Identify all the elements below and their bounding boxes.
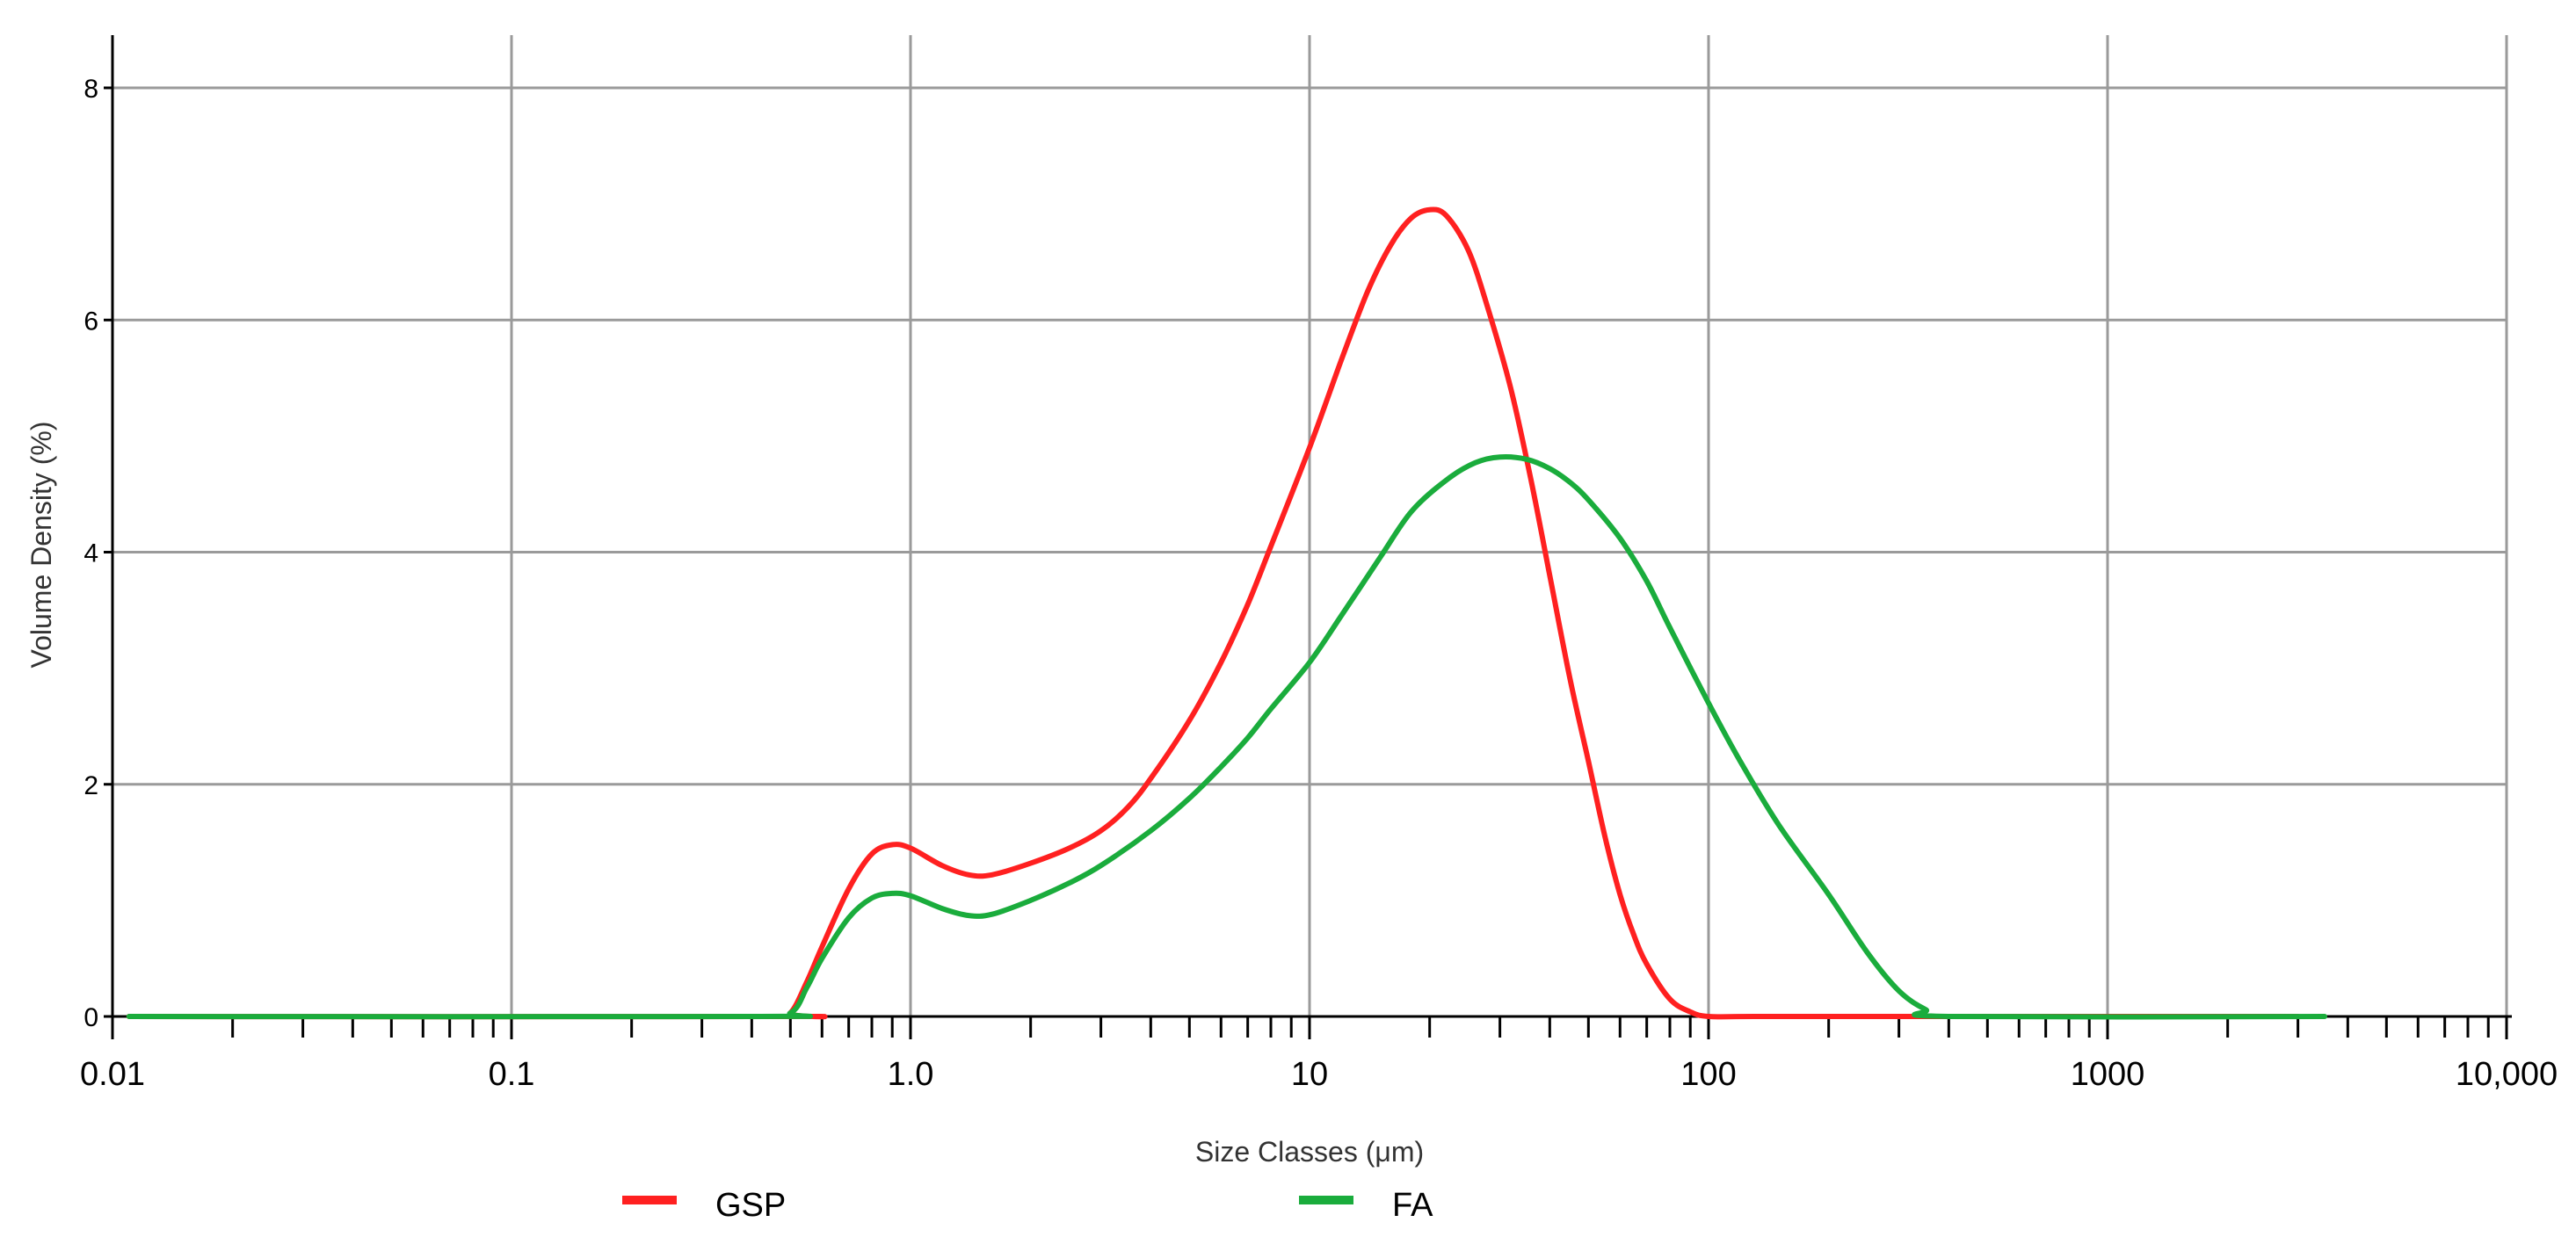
x-tick-label: 100 [1680, 1056, 1736, 1093]
x-tick-labels: 0.01 0.1 1.0 10 100 1000 10,000 [80, 1016, 2558, 1093]
y-tick-label: 4 [83, 539, 98, 568]
legend-item-fa: FA [1299, 1187, 1433, 1224]
legend-label: GSP [715, 1187, 786, 1224]
series-line-fa [126, 454, 2327, 1020]
x-tick-label: 0.01 [80, 1056, 145, 1093]
x-tick-label: 1.0 [888, 1056, 934, 1093]
legend: GSP FA [622, 1187, 1433, 1224]
legend-label: FA [1392, 1187, 1433, 1224]
x-tick-label: 10,000 [2456, 1056, 2558, 1093]
y-axis-title: Volume Density (%) [25, 422, 57, 669]
y-tick-label: 0 [83, 1003, 98, 1032]
series-line-gsp [126, 206, 2301, 1020]
x-tick-label: 0.1 [489, 1056, 535, 1093]
legend-item-gsp: GSP [622, 1187, 786, 1224]
x-axis-title: Size Classes (μm) [1195, 1136, 1424, 1168]
y-tick-label: 2 [83, 771, 98, 800]
x-minor-ticks [231, 1016, 2490, 1038]
series-lines [126, 206, 2327, 1020]
y-tick-label: 6 [83, 307, 98, 336]
x-tick-label: 1000 [2071, 1056, 2145, 1093]
x-tick-label: 10 [1291, 1056, 1328, 1093]
y-tick-label: 8 [83, 75, 98, 104]
y-tick-labels: 0 2 4 6 8 [83, 75, 112, 1032]
grid-lines [112, 35, 2508, 1016]
